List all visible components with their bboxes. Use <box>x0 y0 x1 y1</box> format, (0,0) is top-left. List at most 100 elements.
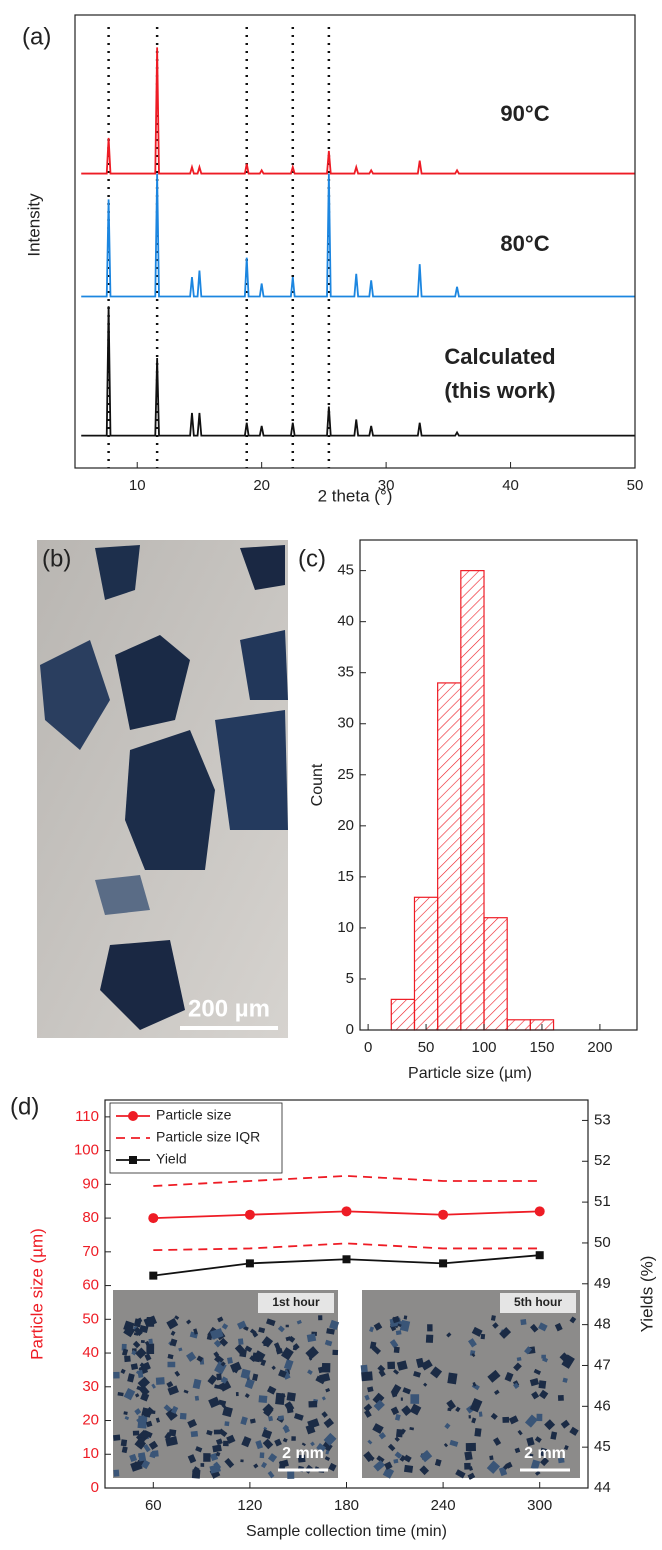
annotation: 90°C <box>500 101 549 126</box>
y-tick-label: 70 <box>82 1243 99 1260</box>
crystal <box>139 1437 145 1444</box>
histogram-bar <box>507 1020 530 1030</box>
panel-label: (b) <box>42 545 71 572</box>
crystal <box>401 1398 403 1401</box>
x-tick-label: 20 <box>253 477 270 494</box>
x-tick-label: 200 <box>587 1039 612 1056</box>
y-tick-label: 60 <box>82 1277 99 1294</box>
xrd-pattern <box>81 174 635 297</box>
panel-label: (a) <box>22 23 51 50</box>
axis-title: 2 theta (°) <box>318 486 393 505</box>
y2-tick-label: 49 <box>594 1275 611 1292</box>
y2-tick-label: 52 <box>594 1152 611 1169</box>
x-tick-label: 240 <box>431 1497 456 1514</box>
crystal <box>278 1415 284 1420</box>
crystal <box>538 1380 546 1388</box>
crystal <box>361 1371 373 1381</box>
crystal <box>240 1459 243 1462</box>
crystal <box>464 1463 471 1470</box>
histogram-bar <box>484 918 507 1030</box>
x-tick-label: 10 <box>129 477 146 494</box>
x-tick-label: 120 <box>237 1497 262 1514</box>
axis-title: Intensity <box>24 193 43 257</box>
crystal <box>195 1396 199 1401</box>
y2-tick-label: 47 <box>594 1356 611 1373</box>
crystal <box>394 1347 400 1353</box>
crystal <box>332 1350 338 1355</box>
histogram-bar <box>391 999 414 1030</box>
crystal <box>169 1429 177 1436</box>
y-tick-label: 50 <box>82 1310 99 1327</box>
crystal <box>474 1428 481 1437</box>
crystal <box>489 1455 493 1460</box>
y-tick-label: 40 <box>82 1344 99 1361</box>
marker <box>343 1255 351 1263</box>
crystal <box>307 1334 316 1343</box>
figure: 200 µm (b) 10203040502 theta (°)Intensit… <box>0 0 662 1550</box>
crystal <box>156 1377 165 1385</box>
y-tick-label: 35 <box>337 664 354 681</box>
crystal <box>396 1330 402 1335</box>
x-tick-label: 50 <box>418 1039 435 1056</box>
crystal <box>469 1415 471 1418</box>
inset-title: 1st hour <box>272 1295 320 1309</box>
annotation: 80°C <box>500 231 549 256</box>
crystal <box>203 1453 210 1462</box>
axis-title: Yields (%) <box>637 1256 656 1333</box>
crystal <box>168 1362 176 1368</box>
y-tick-label: 20 <box>82 1411 99 1428</box>
crystal <box>148 1339 152 1344</box>
x-tick-label: 60 <box>145 1497 162 1514</box>
annotation: Calculated <box>444 344 555 369</box>
y-tick-label: 20 <box>337 817 354 834</box>
legend-label: Particle size IQR <box>156 1129 260 1145</box>
crystal <box>404 1315 408 1319</box>
y-tick-label: 10 <box>82 1445 99 1462</box>
axis-title: Count <box>309 763 326 806</box>
xrd-pattern <box>81 306 635 435</box>
crystal <box>201 1463 205 1467</box>
crystal <box>404 1465 413 1473</box>
crystal <box>427 1324 433 1331</box>
crystal <box>286 1325 289 1327</box>
x-tick-label: 150 <box>529 1039 554 1056</box>
crystal <box>426 1335 433 1343</box>
panel-label: (d) <box>10 1093 39 1120</box>
x-tick-label: 300 <box>527 1497 552 1514</box>
crystal <box>291 1436 295 1441</box>
crystal <box>147 1317 155 1327</box>
crystal <box>396 1429 403 1437</box>
crystal <box>318 1315 322 1320</box>
axis-title: Sample collection time (min) <box>246 1523 447 1540</box>
y-tick-label: 0 <box>346 1021 354 1038</box>
series-line <box>153 1243 539 1250</box>
crystal <box>447 1372 457 1384</box>
crystal <box>191 1431 198 1437</box>
y-tick-label: 0 <box>91 1479 99 1496</box>
y-tick-label: 100 <box>74 1142 99 1159</box>
marker <box>149 1272 157 1280</box>
crystal <box>141 1340 145 1343</box>
crystal <box>308 1401 317 1408</box>
x-tick-label: 40 <box>502 477 519 494</box>
xrd-pattern <box>81 47 635 173</box>
crystal <box>410 1394 419 1404</box>
crystal <box>537 1414 543 1421</box>
panel-label: (c) <box>298 545 326 572</box>
crystal <box>293 1346 297 1351</box>
y-tick-label: 90 <box>82 1175 99 1192</box>
photo-b: 200 µm (b) <box>37 540 288 1038</box>
crystal <box>387 1362 395 1369</box>
y-tick-label: 5 <box>346 970 354 987</box>
crystal <box>260 1452 265 1458</box>
x-tick-label: 100 <box>471 1039 496 1056</box>
crystal <box>466 1443 476 1451</box>
axis-title: Particle size (µm) <box>408 1065 532 1082</box>
y-tick-label: 30 <box>82 1378 99 1395</box>
crystal <box>322 1363 331 1373</box>
crystal <box>121 1439 127 1446</box>
marker <box>245 1210 255 1220</box>
marker <box>342 1206 352 1216</box>
crystal <box>287 1392 296 1401</box>
y2-tick-label: 53 <box>594 1111 611 1128</box>
